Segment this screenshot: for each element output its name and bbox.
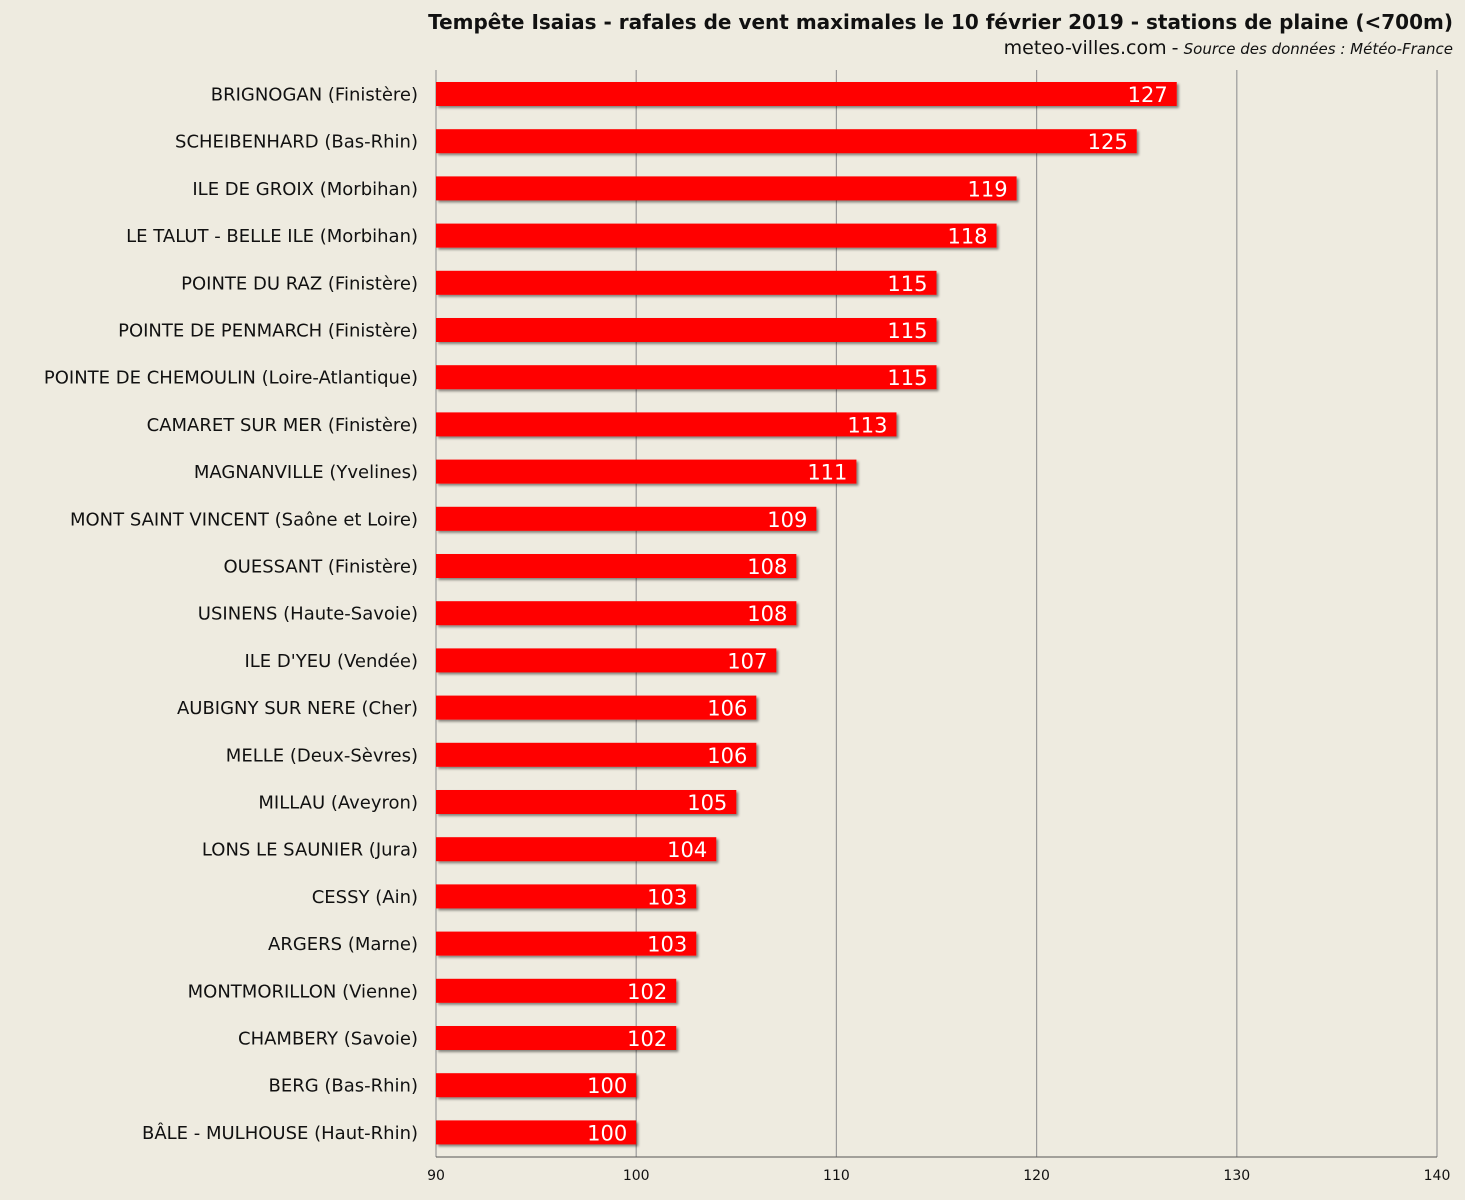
bar-value-label: 119	[967, 177, 1007, 201]
bar	[436, 695, 757, 720]
subtitle-separator: -	[1171, 37, 1179, 59]
category-label: USINENS (Haute-Savoie)	[198, 604, 418, 625]
bar	[436, 129, 1137, 154]
category-label: ARGERS (Marne)	[268, 934, 418, 955]
bar-value-label: 109	[767, 508, 807, 532]
x-tick-label: 110	[823, 1168, 850, 1184]
bar-value-label: 111	[807, 461, 847, 485]
bar-value-label: 113	[847, 413, 887, 437]
bar-value-label: 100	[587, 1121, 627, 1145]
data-source: Source des données : Météo-France	[1183, 40, 1453, 58]
bar	[436, 176, 1017, 201]
category-label: CAMARET SUR MER (Finistère)	[147, 415, 418, 436]
category-label: MELLE (Deux-Sèvres)	[226, 745, 418, 766]
bar	[436, 270, 937, 295]
category-label: POINTE DE CHEMOULIN (Loire-Atlantique)	[44, 368, 418, 389]
bar-value-label: 103	[647, 933, 687, 957]
bar-value-label: 108	[747, 602, 787, 626]
category-label: MAGNANVILLE (Yvelines)	[194, 462, 418, 483]
category-label: AUBIGNY SUR NERE (Cher)	[177, 698, 418, 719]
x-tick-label: 140	[1424, 1168, 1451, 1184]
bar	[436, 742, 757, 767]
category-label: ILE DE GROIX (Morbihan)	[192, 179, 418, 200]
bar-value-label: 100	[587, 1074, 627, 1098]
bar	[436, 318, 937, 342]
x-tick-label: 120	[1023, 1168, 1050, 1184]
bar	[436, 884, 697, 909]
bar-value-label: 105	[687, 791, 727, 815]
category-label: OUESSANT (Finistère)	[224, 557, 418, 578]
category-label: ILE D'YEU (Vendée)	[244, 651, 418, 672]
bar-value-label: 127	[1128, 83, 1168, 107]
bar-value-label: 102	[627, 1027, 667, 1051]
bar-value-label: 106	[707, 697, 747, 721]
bar	[436, 1026, 677, 1050]
bar-value-label: 103	[647, 885, 687, 909]
category-label: MONTMORILLON (Vienne)	[188, 981, 418, 1002]
bar	[436, 365, 937, 390]
bar	[436, 506, 817, 531]
bar	[436, 82, 1177, 106]
category-label: MONT SAINT VINCENT (Saône et Loire)	[70, 509, 418, 530]
chart-subtitle: meteo-villes.com - Source des données : …	[1004, 37, 1453, 59]
bar-value-label: 115	[887, 319, 927, 343]
x-tick-label: 100	[623, 1168, 650, 1184]
category-label: LE TALUT - BELLE ILE (Morbihan)	[126, 226, 418, 247]
x-tick-label: 130	[1223, 1168, 1250, 1184]
bar	[436, 1120, 637, 1145]
bar	[436, 601, 797, 626]
category-label: POINTE DE PENMARCH (Finistère)	[118, 321, 418, 342]
bar	[436, 837, 717, 862]
bar	[436, 1073, 637, 1098]
bar-value-label: 115	[887, 366, 927, 390]
bar	[436, 459, 857, 484]
bar-value-label: 108	[747, 555, 787, 579]
category-label: BÂLE - MULHOUSE (Haut-Rhin)	[142, 1122, 418, 1144]
bar	[436, 223, 997, 248]
site-name: meteo-villes.com	[1003, 37, 1167, 59]
bar-value-label: 104	[667, 838, 707, 862]
bar-value-label: 106	[707, 744, 747, 768]
bar	[436, 648, 777, 673]
category-label: CHAMBERY (Savoie)	[238, 1029, 418, 1050]
x-tick-label: 90	[427, 1168, 445, 1184]
chart-title: Tempête Isaias - rafales de vent maximal…	[428, 10, 1453, 34]
bar	[436, 978, 677, 1003]
bar	[436, 554, 797, 578]
category-label: BERG (Bas-Rhin)	[268, 1076, 418, 1097]
bar	[436, 412, 897, 437]
category-label: MILLAU (Aveyron)	[258, 793, 418, 814]
category-label: LONS LE SAUNIER (Jura)	[202, 840, 418, 861]
bar-value-label: 125	[1088, 130, 1128, 154]
category-label: CESSY (Ain)	[312, 887, 418, 908]
category-label: SCHEIBENHARD (Bas-Rhin)	[175, 132, 418, 153]
bar-value-label: 115	[887, 272, 927, 296]
bar-value-label: 118	[947, 225, 987, 249]
bar-value-label: 107	[727, 649, 767, 673]
category-label: POINTE DU RAZ (Finistère)	[181, 273, 418, 294]
bar	[436, 931, 697, 956]
category-label: BRIGNOGAN (Finistère)	[211, 85, 418, 106]
bar-value-label: 102	[627, 980, 667, 1004]
bar	[436, 790, 737, 814]
